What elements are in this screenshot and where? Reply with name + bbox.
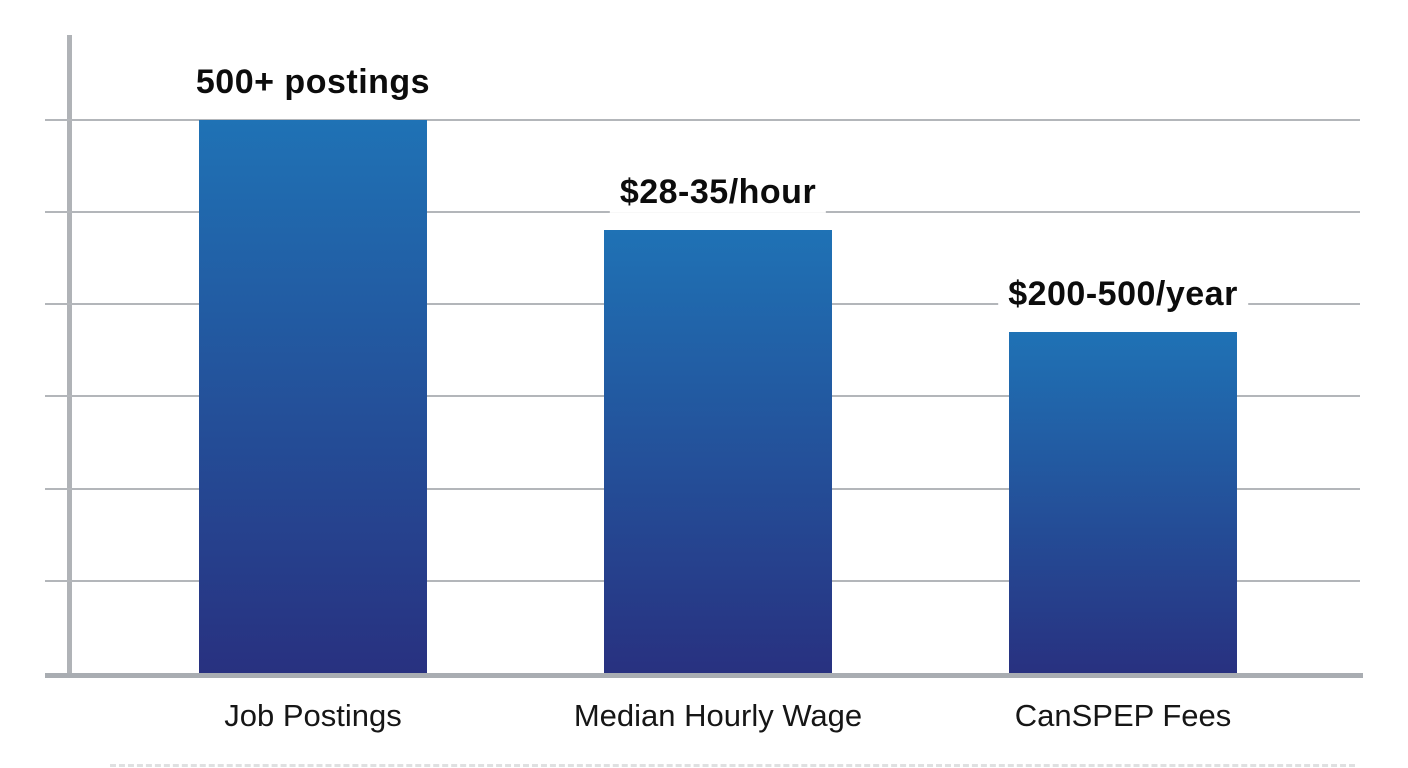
gridline bbox=[45, 118, 1360, 121]
x-axis-category-label: Median Hourly Wage bbox=[573, 698, 863, 733]
y-axis-line bbox=[67, 35, 72, 678]
bar-value-label: $200-500/year bbox=[998, 274, 1248, 314]
x-axis-category-label: Job Postings bbox=[224, 698, 402, 733]
x-axis-category-label: CanSPEP Fees bbox=[1014, 698, 1232, 733]
bar bbox=[604, 230, 832, 673]
x-axis-line bbox=[45, 673, 1363, 678]
bar-value-label: 500+ postings bbox=[185, 62, 441, 102]
bar bbox=[199, 119, 427, 673]
cropped-content-artifact bbox=[110, 764, 1355, 767]
bar-value-label: $28-35/hour bbox=[609, 173, 827, 213]
bar bbox=[1009, 331, 1237, 673]
